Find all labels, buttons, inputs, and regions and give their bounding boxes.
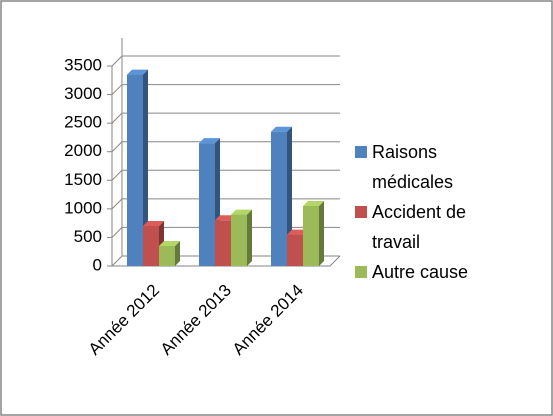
bar [215,220,231,266]
floor [112,255,341,267]
grid-line [111,198,340,210]
grid-line [111,141,340,153]
legend-label: Accident de travail [372,202,467,252]
bar-side [319,201,324,266]
bar [271,131,287,266]
bar-top [287,229,308,235]
grid-line [111,226,340,238]
y-tick-label: 2000 [64,141,102,160]
y-tick-label: 2500 [64,113,102,132]
grid-line [111,169,340,181]
bar [199,143,215,266]
bar [159,246,175,266]
y-tick-label: 3500 [64,55,102,74]
legend-swatch [355,146,367,158]
y-tick-label: 0 [93,255,102,274]
legend-label: Raisons médicales [372,142,454,192]
grid-line [111,255,340,267]
bar [127,74,143,266]
bar-top [215,215,236,221]
bar-side [247,209,252,266]
bar-top [231,209,252,215]
bar [143,226,159,266]
y-tick-label: 1500 [64,170,102,189]
bar-top [199,138,220,144]
bar-top [271,126,292,132]
y-tick-label: 500 [74,227,102,246]
bar-top [159,241,180,246]
legend-swatch [355,266,367,278]
bar-top [303,201,324,206]
grid-line [111,84,340,95]
bar-side [175,241,180,266]
y-tick-label: 1000 [64,198,102,217]
bar [303,206,319,266]
grid-line [111,55,340,67]
bar [287,234,303,266]
legend-swatch [355,206,367,218]
grid-line [111,112,340,124]
y-tick-label: 3000 [64,84,102,103]
bar-top [127,69,148,75]
bar-top [143,221,164,226]
bar [231,214,247,266]
legend-label: Autre cause [372,262,469,282]
bar-side [143,69,148,266]
